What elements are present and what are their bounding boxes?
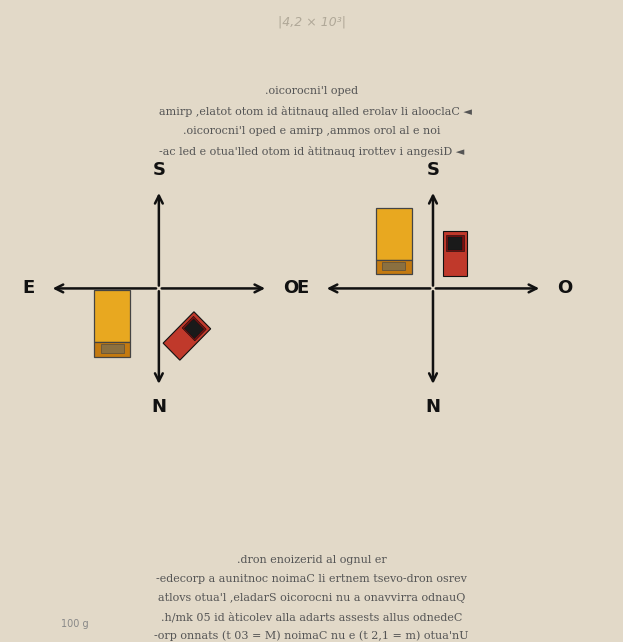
- Polygon shape: [184, 319, 204, 338]
- Text: S: S: [153, 160, 165, 178]
- Text: |4,2 × 10³|: |4,2 × 10³|: [277, 16, 346, 29]
- Polygon shape: [376, 207, 412, 259]
- Text: atlovs otua'l ,eladarS oicorocni nu a onavvirra odnauQ: atlovs otua'l ,eladarS oicorocni nu a on…: [158, 593, 465, 603]
- Text: E: E: [296, 279, 308, 297]
- Text: .h/mk 05 id àticolev alla adarts assests allus odnedeC: .h/mk 05 id àticolev alla adarts assests…: [161, 612, 462, 622]
- Polygon shape: [446, 235, 464, 252]
- Text: O: O: [558, 279, 573, 297]
- Text: -edecorp a aunitnoc noimaC li ertnem tsevo-dron osrev: -edecorp a aunitnoc noimaC li ertnem tse…: [156, 574, 467, 584]
- Text: .oicorocni'l oped e amirp ,ammos orol al e noi: .oicorocni'l oped e amirp ,ammos orol al…: [183, 126, 440, 136]
- Text: .oicorocni'l oped: .oicorocni'l oped: [265, 85, 358, 96]
- Polygon shape: [448, 237, 462, 250]
- Text: .dron enoizerid al ognul er: .dron enoizerid al ognul er: [237, 555, 386, 565]
- Polygon shape: [94, 342, 130, 356]
- Polygon shape: [443, 231, 467, 276]
- Text: -ac led e otua'lled otom id àtitnauq irottev i angesiD ◄: -ac led e otua'lled otom id àtitnauq iro…: [159, 146, 464, 157]
- Text: 100 g: 100 g: [61, 619, 88, 629]
- Text: S: S: [427, 160, 439, 178]
- Polygon shape: [382, 261, 406, 270]
- Polygon shape: [163, 312, 211, 360]
- Polygon shape: [94, 290, 130, 342]
- Text: N: N: [151, 398, 166, 416]
- Text: N: N: [426, 398, 440, 416]
- Text: E: E: [22, 279, 34, 297]
- Polygon shape: [376, 259, 412, 274]
- Text: O: O: [283, 279, 298, 297]
- Text: amirp ,elatot otom id àtitnauq alled erolav li alooclaC ◄: amirp ,elatot otom id àtitnauq alled ero…: [151, 106, 472, 117]
- Polygon shape: [100, 344, 124, 352]
- Polygon shape: [182, 317, 206, 341]
- Text: -orp onnats (t 03 = M) noimaC nu e (t 2,1 = m) otua'nU: -orp onnats (t 03 = M) noimaC nu e (t 2,…: [155, 630, 468, 641]
